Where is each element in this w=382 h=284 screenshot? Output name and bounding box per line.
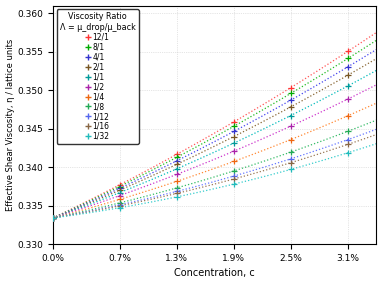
2/1	[174, 163, 179, 166]
1/1	[231, 141, 236, 145]
4/1	[288, 99, 293, 102]
Line: 1/32: 1/32	[50, 150, 351, 221]
1/32	[346, 151, 350, 154]
1/32	[174, 195, 179, 199]
12/1	[117, 183, 122, 187]
8/1	[231, 125, 236, 128]
1/4	[51, 216, 55, 220]
4/1	[51, 216, 55, 220]
1/16	[231, 177, 236, 181]
1/4	[117, 198, 122, 201]
8/1	[174, 156, 179, 159]
12/1	[231, 120, 236, 124]
Line: 2/1: 2/1	[50, 72, 351, 221]
1/8	[174, 186, 179, 190]
2/1	[346, 74, 350, 77]
1/1	[117, 191, 122, 195]
1/12	[117, 203, 122, 206]
1/12	[231, 174, 236, 178]
12/1	[346, 50, 350, 53]
1/32	[51, 216, 55, 220]
1/16	[346, 143, 350, 146]
Y-axis label: Effective Shear Viscosity, η / lattice units: Effective Shear Viscosity, η / lattice u…	[6, 39, 15, 211]
1/32	[288, 168, 293, 171]
1/12	[51, 216, 55, 220]
1/4	[231, 160, 236, 163]
1/32	[117, 206, 122, 210]
2/1	[117, 189, 122, 192]
4/1	[117, 187, 122, 190]
1/12	[174, 190, 179, 193]
Line: 1/12: 1/12	[50, 137, 351, 221]
Line: 1/16: 1/16	[50, 141, 351, 221]
1/2	[346, 97, 350, 101]
1/2	[117, 194, 122, 197]
8/1	[51, 216, 55, 220]
1/2	[231, 150, 236, 153]
1/1	[346, 84, 350, 88]
1/8	[231, 169, 236, 173]
12/1	[288, 86, 293, 89]
1/16	[288, 161, 293, 164]
Line: 4/1: 4/1	[50, 64, 351, 221]
Line: 1/1: 1/1	[50, 83, 351, 221]
1/16	[174, 192, 179, 195]
12/1	[51, 216, 55, 220]
1/2	[288, 124, 293, 128]
1/1	[51, 216, 55, 220]
1/16	[117, 204, 122, 208]
1/2	[174, 173, 179, 176]
1/12	[288, 157, 293, 160]
1/12	[346, 138, 350, 141]
1/4	[288, 138, 293, 141]
8/1	[288, 92, 293, 95]
Legend: 12/1, 8/1, 4/1, 2/1, 1/1, 1/2, 1/4, 1/8, 1/12, 1/16, 1/32: 12/1, 8/1, 4/1, 2/1, 1/1, 1/2, 1/4, 1/8,…	[57, 9, 139, 144]
1/1	[174, 167, 179, 171]
1/1	[288, 114, 293, 117]
Line: 12/1: 12/1	[50, 48, 351, 221]
Line: 1/4: 1/4	[50, 113, 351, 221]
12/1	[174, 153, 179, 156]
1/2	[51, 216, 55, 220]
Line: 8/1: 8/1	[50, 55, 351, 221]
Line: 1/8: 1/8	[50, 128, 351, 221]
1/4	[174, 180, 179, 183]
2/1	[231, 135, 236, 138]
1/8	[117, 201, 122, 205]
4/1	[174, 159, 179, 163]
4/1	[231, 130, 236, 133]
1/8	[346, 130, 350, 133]
2/1	[288, 105, 293, 108]
1/16	[51, 216, 55, 220]
Line: 1/2: 1/2	[50, 96, 351, 221]
X-axis label: Concentration, c: Concentration, c	[174, 268, 255, 278]
1/32	[231, 182, 236, 186]
1/4	[346, 114, 350, 118]
1/8	[51, 216, 55, 220]
8/1	[117, 185, 122, 188]
1/8	[288, 151, 293, 154]
2/1	[51, 216, 55, 220]
8/1	[346, 57, 350, 60]
4/1	[346, 65, 350, 68]
